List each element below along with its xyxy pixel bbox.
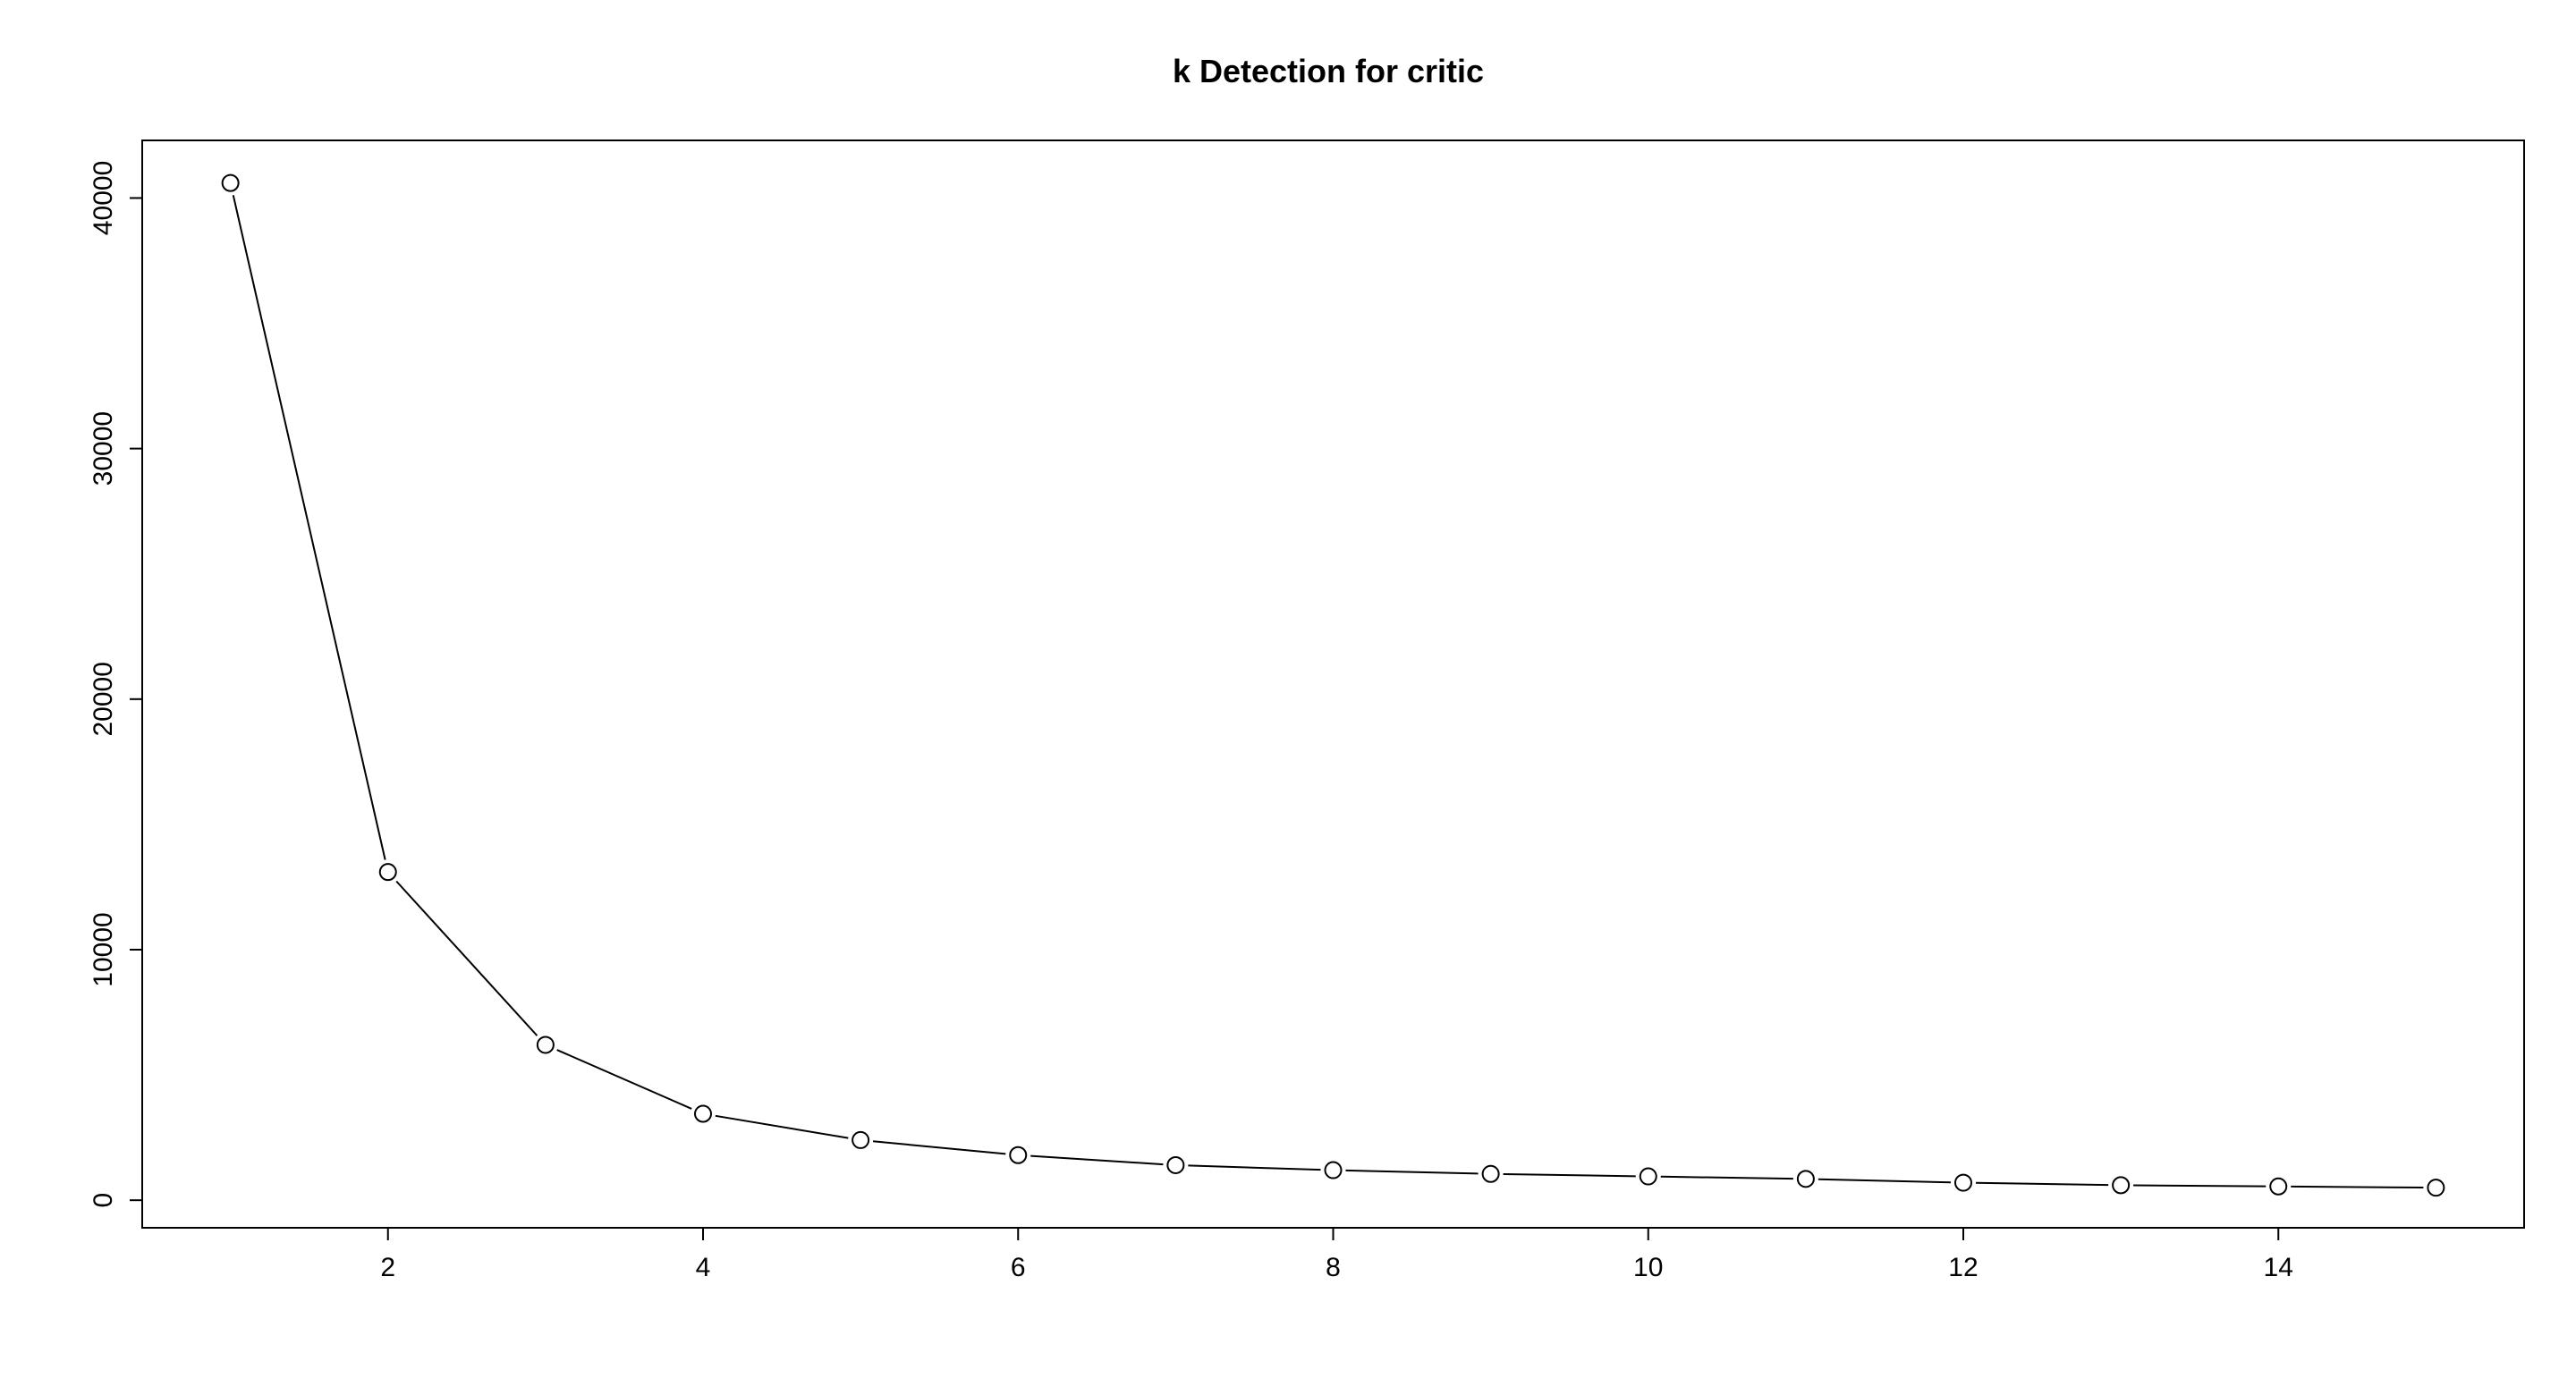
series-segment [1975,1181,2109,1187]
series-segment [556,1049,692,1110]
data-point [2427,1179,2445,1197]
series-segment [715,1114,849,1139]
series-segment [1188,1164,1321,1171]
series-segment [2133,1184,2267,1188]
y-axis-ticks: 0 10000 20000 30000 40000 [89,161,142,1208]
data-point [2112,1176,2131,1195]
plot-frame [141,140,2525,1229]
y-tick-label: 30000 [89,411,118,486]
x-tick-label: 4 [696,1253,711,1282]
y-tick-label: 40000 [89,161,118,235]
data-point [1481,1164,1500,1183]
y-tick-label: 20000 [89,662,118,736]
series-group [221,173,2445,1197]
x-tick-label: 8 [1326,1253,1341,1282]
data-point [378,863,397,882]
x-tick-label: 2 [380,1253,395,1282]
data-point [2269,1177,2288,1196]
series-segment [872,1140,1006,1155]
series-segment [2291,1185,2424,1189]
series-segment [1660,1175,1793,1180]
y-tick-label: 10000 [89,912,118,986]
x-tick-label: 10 [1633,1253,1663,1282]
data-point [1639,1167,1657,1186]
x-tick-label: 12 [1948,1253,1978,1282]
x-tick-label: 14 [2264,1253,2293,1282]
x-axis-ticks: 2 4 6 8 10 12 14 [380,1228,2293,1282]
series-segment [232,195,386,860]
series-segment [395,880,538,1036]
data-point [1009,1146,1028,1164]
series-segment [1030,1154,1164,1166]
data-point [1796,1170,1815,1188]
data-point [694,1104,713,1123]
data-point [536,1036,555,1054]
series-segment [1345,1169,1479,1175]
series-segment [1503,1172,1636,1178]
data-point [1324,1161,1343,1179]
data-point [1166,1155,1185,1174]
data-point [1953,1173,1972,1192]
series-segment [1818,1178,1952,1184]
x-tick-label: 6 [1011,1253,1026,1282]
chart-title: k Detection for critic [1173,53,1484,89]
data-point [221,173,240,192]
y-tick-label: 0 [89,1193,118,1208]
data-point [852,1130,870,1149]
